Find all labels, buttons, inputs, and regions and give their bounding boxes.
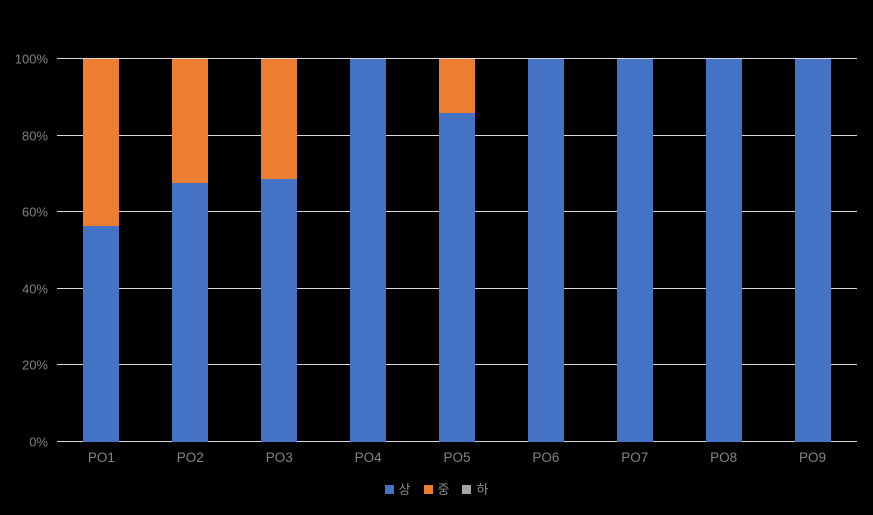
y-tick-label-20: 20%	[21, 357, 48, 373]
bar-stack-PO2	[172, 59, 209, 442]
bar-stack-PO4	[350, 59, 387, 442]
x-tick-label-PO1: PO1	[87, 450, 115, 465]
bar-slot-PO2	[146, 59, 235, 442]
bars-layer	[57, 59, 857, 442]
bar-segment-PO7-상	[616, 59, 653, 442]
bar-stack-PO3	[261, 59, 298, 442]
bar-stack-PO1	[83, 59, 120, 442]
x-tick-label-PO6: PO6	[532, 450, 560, 465]
bar-stack-PO9	[794, 59, 831, 442]
bar-segment-PO2-중	[172, 59, 209, 184]
x-tick-label-PO3: PO3	[265, 450, 293, 465]
legend-item-상: 상	[384, 481, 411, 497]
x-tick-label-PO2: PO2	[176, 450, 204, 465]
bar-slot-PO6	[501, 59, 590, 442]
x-tick-label-PO9: PO9	[799, 450, 827, 465]
bar-segment-PO6-상	[527, 59, 564, 442]
bar-segment-PO1-중	[83, 59, 120, 226]
bar-stack-PO6	[527, 59, 564, 442]
y-tick-label-100: 100%	[14, 51, 48, 67]
bar-segment-PO9-상	[794, 59, 831, 442]
legend-label-중: 중	[437, 481, 450, 497]
legend-label-상: 상	[398, 481, 411, 497]
legend-swatch-하	[462, 484, 472, 494]
x-tick-label-PO8: PO8	[710, 450, 738, 465]
plot-area	[57, 58, 857, 442]
y-tick-label-40: 40%	[21, 281, 48, 297]
bar-slot-PO8	[679, 59, 768, 442]
bar-stack-PO7	[616, 59, 653, 442]
bar-segment-PO2-상	[172, 183, 209, 442]
y-tick-label-80: 80%	[21, 128, 48, 144]
bar-segment-PO3-중	[261, 59, 298, 179]
x-axis-labels: PO1 PO2 PO3 PO4 PO5 PO6 PO7 PO8 PO9	[57, 450, 857, 468]
y-axis-labels: 0% 20% 40% 60% 80% 100%	[0, 53, 48, 449]
legend-swatch-상	[384, 484, 394, 494]
legend-item-하: 하	[462, 483, 488, 496]
x-tick-label-PO5: PO5	[443, 450, 471, 465]
bar-slot-PO7	[590, 59, 679, 442]
bar-slot-PO1	[57, 59, 146, 442]
bar-segment-PO1-상	[83, 225, 120, 442]
bar-slot-PO5	[413, 59, 502, 442]
bar-segment-PO8-상	[705, 59, 742, 442]
bar-segment-PO5-상	[438, 113, 475, 442]
bar-slot-PO4	[324, 59, 413, 442]
y-tick-label-0: 0%	[29, 434, 48, 450]
bar-segment-PO3-상	[261, 178, 298, 442]
legend-item-중: 중	[423, 481, 450, 497]
legend-swatch-중	[423, 484, 433, 494]
bar-slot-PO3	[235, 59, 324, 442]
bar-segment-PO4-상	[350, 59, 387, 442]
bar-segment-PO5-중	[438, 59, 475, 114]
y-tick-label-60: 60%	[21, 204, 48, 220]
bar-slot-PO9	[768, 59, 857, 442]
bar-stack-PO5	[438, 59, 475, 442]
legend-label-하: 하	[476, 481, 489, 497]
x-tick-label-PO4: PO4	[354, 450, 382, 465]
bar-stack-PO8	[705, 59, 742, 442]
gridline-100	[57, 58, 857, 59]
x-tick-label-PO7: PO7	[621, 450, 649, 465]
